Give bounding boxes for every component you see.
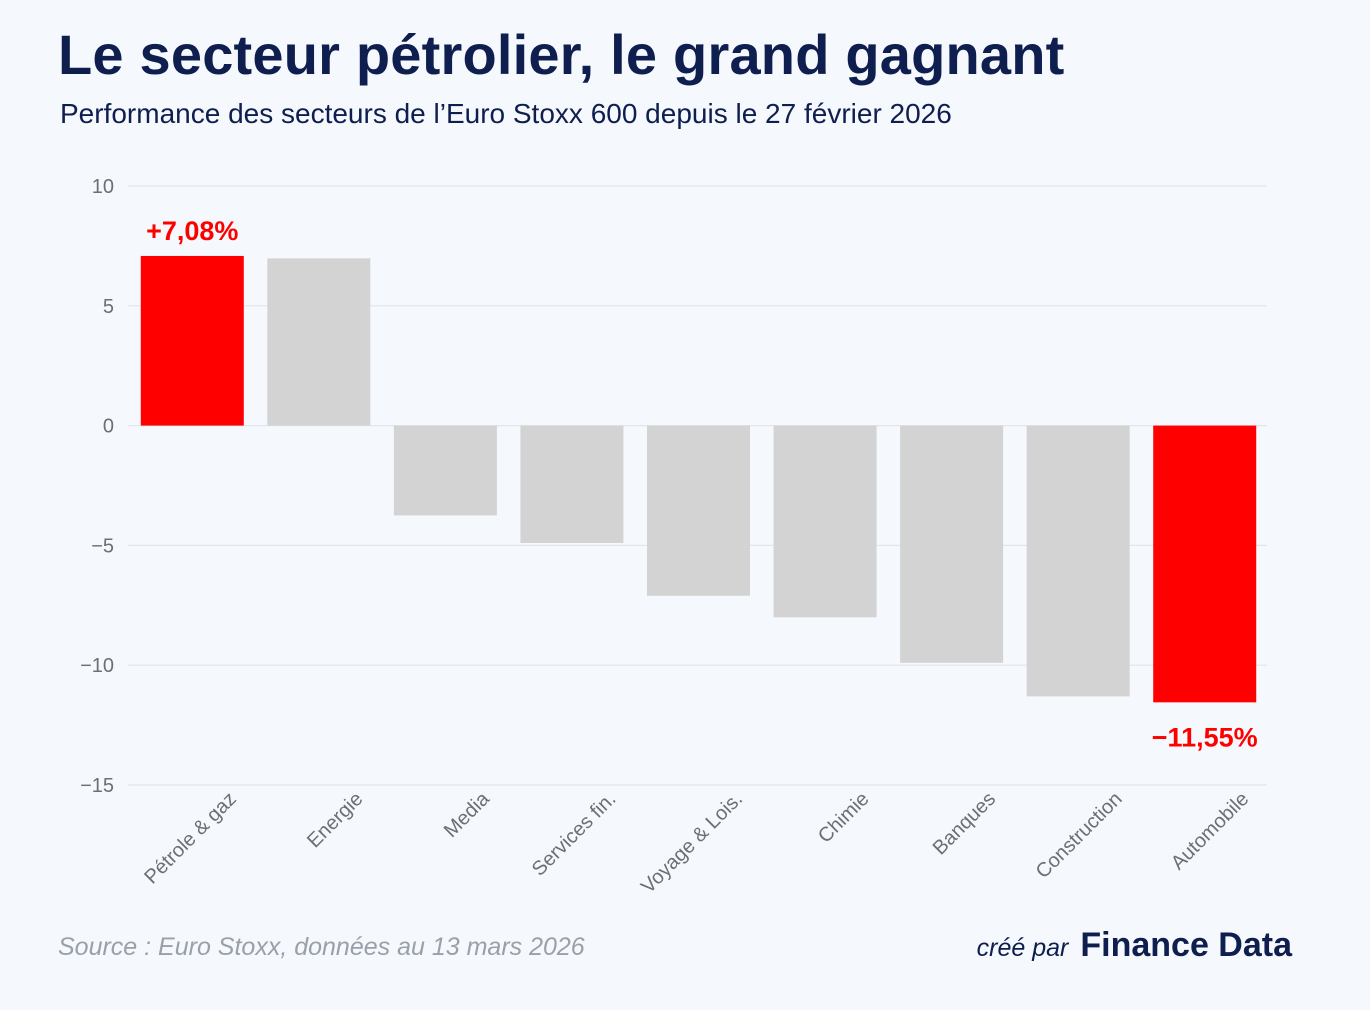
bar bbox=[900, 425, 1004, 663]
credit-prefix: créé par bbox=[976, 934, 1069, 962]
bar bbox=[140, 255, 244, 426]
bar bbox=[773, 425, 877, 618]
data-label: +7,08% bbox=[146, 216, 238, 246]
y-tick-label: 0 bbox=[103, 416, 114, 438]
x-tick-label: Services fin. bbox=[528, 788, 621, 881]
chart-title: Le secteur pétrolier, le grand gagnant bbox=[58, 23, 1065, 86]
x-tick-label: Chimie bbox=[814, 788, 874, 848]
data-label: −11,55% bbox=[1152, 722, 1258, 752]
bar bbox=[393, 425, 497, 516]
x-tick-label: Energie bbox=[303, 788, 367, 852]
bar bbox=[1153, 425, 1257, 703]
y-tick-label: 10 bbox=[92, 176, 114, 198]
bar bbox=[520, 425, 624, 544]
chart-subtitle: Performance des secteurs de l’Euro Stoxx… bbox=[60, 98, 952, 129]
x-tick-label: Pétrole & gaz bbox=[140, 788, 240, 888]
bar bbox=[1026, 425, 1130, 697]
x-tick-label: Voyage & Lois. bbox=[637, 788, 747, 898]
y-tick-label: −15 bbox=[80, 775, 114, 797]
x-tick-label: Banques bbox=[929, 788, 1000, 859]
y-tick-label: −5 bbox=[91, 535, 114, 557]
bar bbox=[647, 425, 750, 596]
credit: créé par Finance Data bbox=[977, 926, 1292, 965]
y-tick-label: −10 bbox=[80, 655, 114, 677]
x-tick-label: Construction bbox=[1032, 788, 1127, 883]
brand-logo[interactable]: Finance Data bbox=[1080, 926, 1292, 964]
x-tick-label: Media bbox=[440, 787, 495, 842]
source-note: Source : Euro Stoxx, données au 13 mars … bbox=[58, 933, 585, 961]
bar bbox=[267, 258, 371, 426]
y-tick-label: 5 bbox=[103, 296, 114, 318]
x-tick-label: Automobile bbox=[1167, 788, 1253, 874]
